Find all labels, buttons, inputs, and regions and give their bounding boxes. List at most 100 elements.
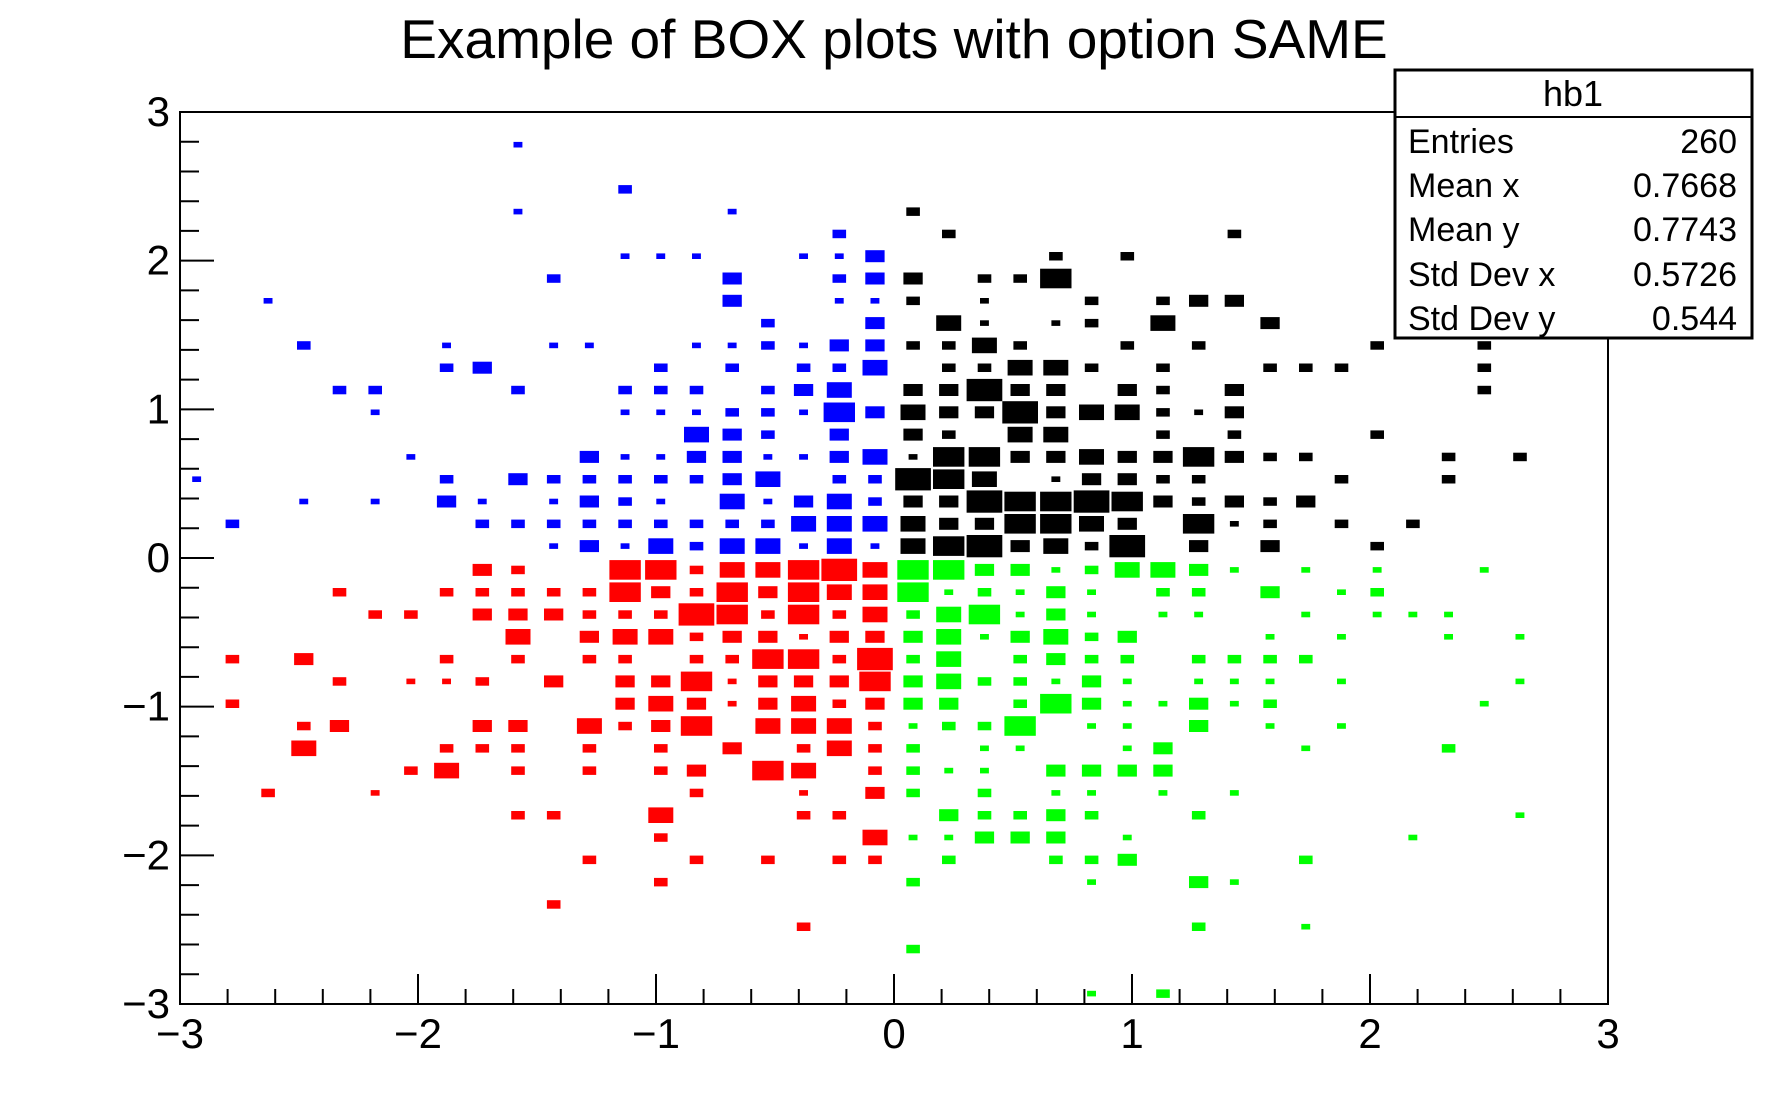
- histogram-box: [648, 695, 674, 712]
- histogram-box: [475, 744, 490, 753]
- stats-value: 0.7668: [1633, 167, 1737, 205]
- histogram-box: [513, 141, 523, 148]
- histogram-box: [1122, 723, 1132, 729]
- histogram-box: [689, 475, 704, 484]
- histogram-box: [1046, 586, 1066, 599]
- histogram-box: [654, 610, 668, 619]
- histogram-box: [722, 272, 742, 285]
- histogram-box: [1004, 491, 1036, 512]
- histogram-box: [620, 454, 630, 460]
- histogram-box: [689, 632, 704, 642]
- histogram-box: [725, 519, 739, 529]
- histogram-box: [903, 697, 923, 710]
- stats-title: hb1: [1543, 73, 1603, 114]
- histogram-box: [1194, 611, 1204, 618]
- histogram-box: [722, 473, 742, 486]
- histogram-box: [579, 540, 599, 553]
- histogram-box: [584, 342, 594, 349]
- histogram-box: [829, 339, 849, 352]
- histogram-box: [906, 341, 920, 350]
- histogram-box: [1043, 538, 1069, 554]
- histogram-box: [1081, 473, 1102, 486]
- histogram-box: [796, 811, 811, 820]
- y-axis: 3 2 1 0 −1 −2 −3: [122, 88, 214, 1027]
- histogram-box: [1073, 490, 1110, 513]
- histogram-box: [939, 697, 959, 710]
- histogram-box: [1002, 401, 1038, 424]
- histogram-box: [1441, 744, 1456, 753]
- histogram-box: [974, 517, 995, 530]
- histogram-box: [1015, 611, 1025, 618]
- histogram-box: [686, 450, 707, 463]
- histogram-box: [609, 560, 641, 580]
- histogram-box: [966, 490, 1003, 513]
- histogram-box: [442, 342, 451, 349]
- histogram-box: [1046, 764, 1066, 777]
- histogram-box: [1013, 341, 1027, 350]
- histogram-box: [966, 535, 1003, 558]
- histogram-box: [1441, 475, 1456, 484]
- stats-label: Std Dev y: [1408, 300, 1555, 338]
- histogram-box: [684, 426, 709, 443]
- series-histogram-green: [897, 560, 1525, 998]
- histogram-box: [1051, 476, 1061, 482]
- histogram-box: [1263, 519, 1277, 529]
- histogram-box: [761, 519, 775, 529]
- histogram-box: [582, 588, 597, 597]
- histogram-box: [651, 675, 671, 688]
- histogram-box: [618, 497, 632, 506]
- histogram-box: [404, 766, 418, 775]
- histogram-box: [1114, 404, 1140, 421]
- histogram-box: [1191, 654, 1206, 664]
- histogram-box: [1224, 294, 1244, 307]
- histogram-box: [1224, 384, 1244, 396]
- stats-value: 0.544: [1652, 300, 1737, 338]
- histogram-box: [868, 855, 882, 865]
- histogram-box: [1040, 693, 1072, 714]
- histogram-box: [1007, 426, 1033, 443]
- histogram-box: [857, 647, 893, 671]
- histogram-box: [727, 342, 737, 349]
- histogram-box: [906, 877, 920, 887]
- histogram-box: [582, 610, 597, 619]
- histogram-box: [1084, 363, 1099, 372]
- histogram-box: [796, 922, 811, 931]
- histogram-box: [439, 744, 454, 753]
- histogram-box: [656, 454, 666, 460]
- histogram-box: [1046, 450, 1066, 463]
- histogram-box: [1229, 567, 1239, 573]
- histogram-box: [755, 562, 781, 578]
- histogram-box: [406, 678, 416, 685]
- histogram-box: [1370, 588, 1384, 597]
- histogram-box: [1477, 341, 1492, 350]
- histogram-box: [761, 318, 775, 328]
- histogram-box: [576, 718, 602, 734]
- histogram-box: [868, 721, 882, 731]
- histogram-box: [900, 516, 926, 532]
- histogram-box: [974, 831, 995, 844]
- histogram-box: [1156, 588, 1170, 597]
- histogram-box: [966, 378, 1003, 402]
- histogram-box: [1408, 834, 1418, 841]
- histogram-box: [977, 363, 992, 372]
- histogram-box: [908, 454, 918, 460]
- histogram-box: [434, 762, 460, 779]
- histogram-box: [404, 610, 418, 619]
- histogram-box: [439, 588, 454, 597]
- histogram-box: [1087, 790, 1096, 796]
- histogram-box: [1046, 406, 1066, 419]
- histogram-box: [1081, 675, 1102, 688]
- histogram-box: [903, 384, 923, 396]
- histogram-box: [651, 720, 671, 732]
- stats-label: Mean y: [1408, 211, 1520, 249]
- histogram-box: [546, 475, 561, 484]
- histogram-box: [294, 653, 314, 666]
- histogram-box: [1084, 296, 1099, 306]
- histogram-box: [1224, 495, 1244, 508]
- histogram-box: [1046, 809, 1066, 822]
- histogram-box: [865, 272, 885, 285]
- histogram-box: [1260, 317, 1280, 330]
- histogram-box: [192, 476, 202, 482]
- histogram-box: [1153, 742, 1173, 755]
- histogram-box: [1224, 406, 1244, 419]
